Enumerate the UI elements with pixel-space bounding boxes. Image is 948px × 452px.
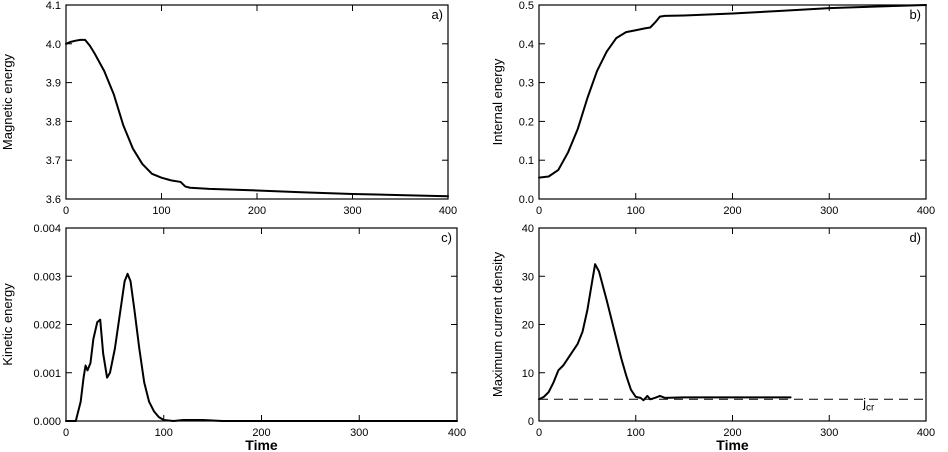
data-curve-0: [538, 4, 927, 179]
x-tick-label: 100: [155, 427, 173, 439]
x-tick-label: 400: [448, 427, 466, 439]
panel-label: c): [441, 230, 452, 245]
y-tick-label: 4.0: [46, 39, 61, 51]
y-tick-label: 0.004: [33, 223, 61, 235]
x-tick-label: 200: [248, 205, 266, 217]
x-tick-label: 400: [917, 427, 935, 439]
jcr-main: j: [862, 395, 866, 410]
y-tick-label: 0.001: [33, 368, 61, 380]
y-tick-label: 0.0: [519, 194, 534, 206]
x-tick-label: 100: [627, 205, 645, 217]
x-tick-label: 100: [627, 427, 645, 439]
x-tick-label: 100: [152, 205, 170, 217]
y-axis-title: Maximum current density: [490, 251, 505, 397]
panel-label: a): [431, 7, 443, 22]
critical-current-label: jcr: [862, 395, 875, 413]
data-curve-0: [538, 263, 792, 402]
y-tick-label: 0.1: [519, 155, 534, 167]
y-tick-label: 0.003: [33, 271, 61, 283]
y-tick-label: 3.7: [46, 155, 61, 167]
x-tick-label: 300: [820, 205, 838, 217]
y-tick-label: 0.4: [519, 39, 534, 51]
plot-frame: [538, 4, 927, 200]
y-tick-label: 10: [522, 368, 534, 380]
x-tick-label: 400: [917, 205, 935, 217]
y-tick-label: 0.002: [33, 320, 61, 332]
y-tick-label: 20: [522, 320, 534, 332]
x-tick-label: 200: [723, 205, 741, 217]
x-tick-label: 300: [343, 205, 361, 217]
x-tick-label: 400: [439, 205, 457, 217]
data-curve-0: [65, 38, 449, 198]
y-tick-label: 0.5: [519, 0, 534, 12]
y-axis-title: Magnetic energy: [0, 53, 15, 150]
y-tick-label: 0.000: [33, 416, 61, 428]
x-tick-label: 300: [350, 427, 368, 439]
y-tick-label: 0: [528, 416, 534, 428]
x-tick-label: 200: [252, 427, 270, 439]
y-tick-label: 3.9: [46, 78, 61, 90]
y-tick-label: 4.1: [46, 0, 61, 12]
x-tick-label: 0: [536, 205, 542, 217]
x-axis-title: Time: [245, 437, 278, 452]
x-tick-label: 0: [63, 205, 69, 217]
panel-label: d): [909, 230, 921, 245]
x-tick-label: 0: [63, 427, 69, 439]
x-tick-label: 200: [723, 427, 741, 439]
jcr-subscript: cr: [866, 402, 875, 413]
panel-b-internal-energy: 0 100 200 300 400 0.0 0.1 0.2 0.3 0.4 0.5 Internal …: [490, 0, 935, 217]
y-tick-label: 3.8: [46, 116, 61, 128]
panel-label: b): [909, 7, 921, 22]
y-tick-label: 30: [522, 271, 534, 283]
y-tick-label: 40: [522, 223, 534, 235]
y-axis-title: Kinetic energy: [0, 283, 15, 366]
y-tick-label: 0.2: [519, 116, 534, 128]
panel-d-maximum-current-density: 0 100 200 300 400 0 10 20 30 40 Maximum current de…: [490, 223, 935, 452]
y-axis-title: Internal energy: [490, 58, 505, 145]
y-tick-label: 3.6: [46, 194, 61, 206]
data-curve-0: [65, 272, 458, 422]
panel-c-kinetic-energy: 0 100 200 300 400 0.000 0.001 0.002 0.003 0.004 Ki…: [0, 223, 466, 452]
plot-frame: [538, 227, 927, 422]
plot-frame: [65, 4, 449, 200]
panel-a-magnetic-energy: 0 100 200 300 400 3.6 3.7 3.8 3.9 4.0 4.1 Magnetic …: [0, 0, 457, 217]
x-tick-label: 300: [820, 427, 838, 439]
x-axis-title: Time: [716, 437, 749, 452]
plot-frame: [65, 227, 458, 422]
y-tick-label: 0.3: [519, 78, 534, 90]
x-tick-label: 0: [536, 427, 542, 439]
